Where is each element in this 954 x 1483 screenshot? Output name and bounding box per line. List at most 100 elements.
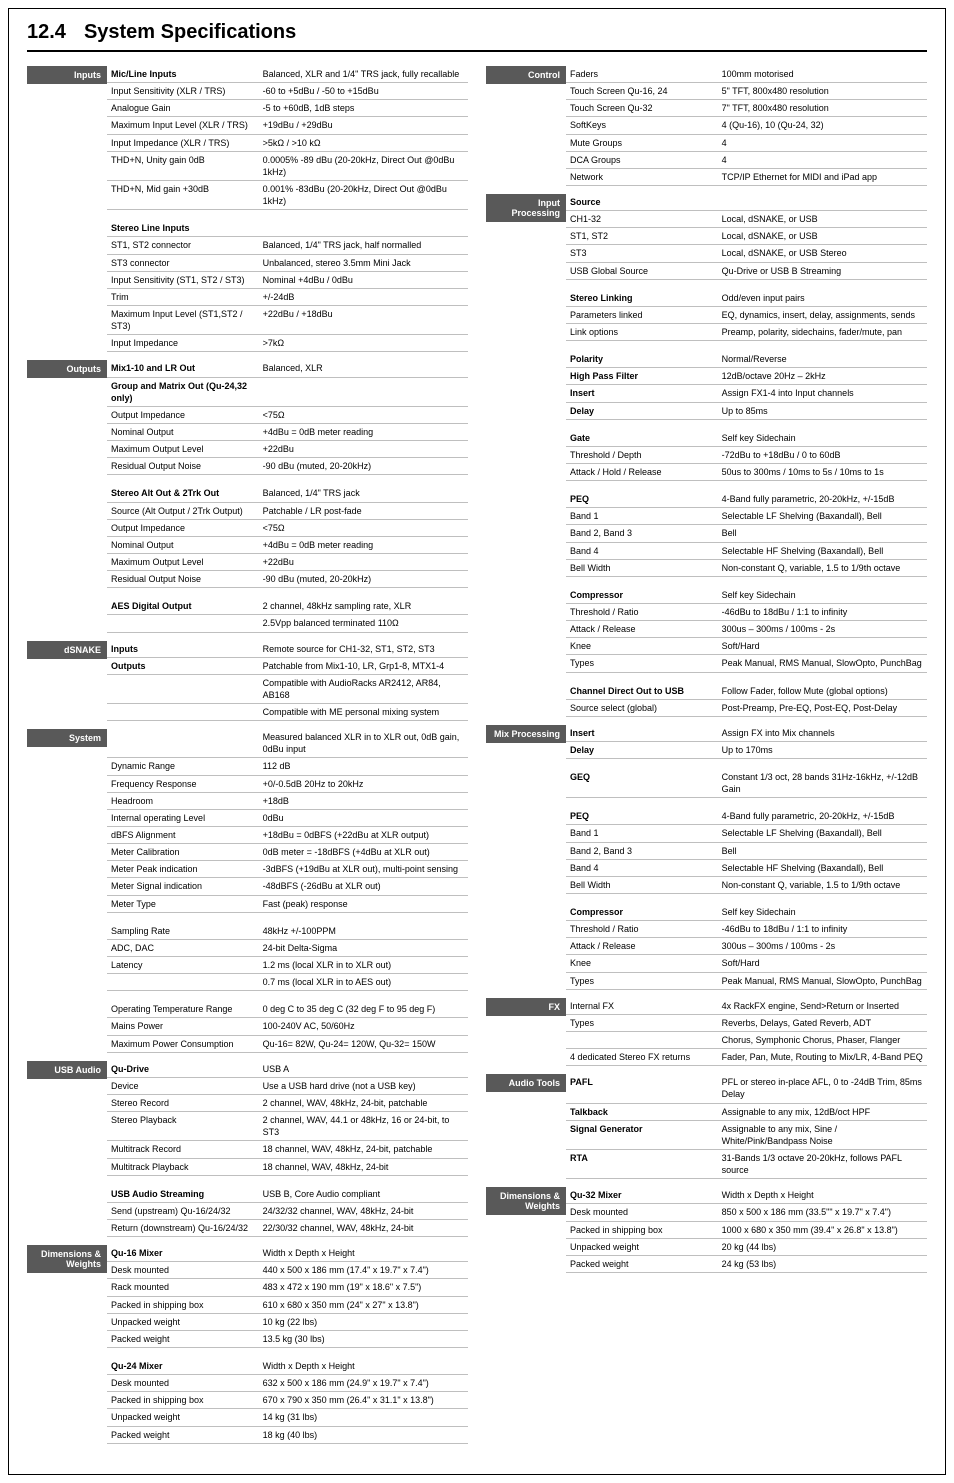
spec-value: 0dB meter = -18dBFS (+4dBu at XLR out): [259, 844, 468, 861]
spec-value: 31-Bands 1/3 octave 20-20kHz, follows PA…: [718, 1150, 927, 1179]
spec-row: TypesPeak Manual, RMS Manual, SlowOpto, …: [566, 655, 927, 672]
spec-row: Packed in shipping box610 x 680 x 350 mm…: [107, 1296, 468, 1313]
spec-row: Input Impedance (XLR / TRS)>5kΩ / >10 kΩ: [107, 134, 468, 151]
spec-value: 4: [718, 151, 927, 168]
spec-row: Band 4Selectable HF Shelving (Baxandall)…: [566, 542, 927, 559]
spec-row: Output Impedance<75Ω: [107, 519, 468, 536]
spec-row: Threshold / Ratio-46dBu to 18dBu / 1:1 t…: [566, 603, 927, 620]
spec-row: Packed weight24 kg (53 lbs): [566, 1255, 927, 1272]
spec-key: Rack mounted: [107, 1279, 259, 1296]
spec-row: Attack / Release300us – 300ms / 100ms - …: [566, 938, 927, 955]
spec-key: ST3: [566, 245, 718, 262]
spec-section: System Measured balanced XLR in to XLR ou…: [27, 729, 468, 1053]
spec-key: GEQ: [566, 769, 718, 798]
spec-section: Mix ProcessingInsertAssign FX into Mix c…: [486, 725, 927, 990]
section-body: Faders100mm motorisedTouch Screen Qu-16,…: [566, 66, 927, 186]
spec-key: Insert: [566, 725, 718, 742]
spec-key: ADC, DAC: [107, 939, 259, 956]
spec-key: Nominal Output: [107, 423, 259, 440]
section-number: 12.4: [27, 21, 66, 44]
spec-row: USB Audio StreamingUSB B, Core Audio com…: [107, 1186, 468, 1203]
spec-row: KneeSoft/Hard: [566, 955, 927, 972]
spec-value: -46dBu to 18dBu / 1:1 to infinity: [718, 921, 927, 938]
spec-value: 300us – 300ms / 100ms - 2s: [718, 621, 927, 638]
spec-key: Compressor: [566, 587, 718, 604]
spec-row: PolarityNormal/Reverse: [566, 351, 927, 368]
spec-key: Packed weight: [566, 1255, 718, 1272]
spec-key: ST1, ST2 connector: [107, 237, 259, 254]
spec-row: Band 1Selectable LF Shelving (Baxandall)…: [566, 508, 927, 525]
spec-row: Mains Power100-240V AC, 50/60Hz: [107, 1018, 468, 1035]
spec-row: Maximum Input Level (ST1,ST2 / ST3)+22dB…: [107, 305, 468, 334]
spec-key: Threshold / Ratio: [566, 603, 718, 620]
spec-row: Qu-16 MixerWidth x Depth x Height: [107, 1245, 468, 1262]
spec-key: Meter Peak indication: [107, 861, 259, 878]
spec-key: [107, 974, 259, 991]
spec-key: Talkback: [566, 1103, 718, 1120]
spec-row: Stereo Record2 channel, WAV, 48kHz, 24-b…: [107, 1095, 468, 1112]
spec-value: +19dBu / +29dBu: [259, 117, 468, 134]
spec-value: Post-Preamp, Pre-EQ, Post-EQ, Post-Delay: [718, 699, 927, 716]
spec-row: Source select (global)Post-Preamp, Pre-E…: [566, 699, 927, 716]
spec-value: Measured balanced XLR in to XLR out, 0dB…: [259, 729, 468, 758]
section-body: Measured balanced XLR in to XLR out, 0dB…: [107, 729, 468, 1053]
spec-row: ST3 connectorUnbalanced, stereo 3.5mm Mi…: [107, 254, 468, 271]
spec-value: 0.001% -83dBu (20-20kHz, Direct Out @0dB…: [259, 180, 468, 209]
spec-value: -46dBu to 18dBu / 1:1 to infinity: [718, 603, 927, 620]
spec-table: SourceCH1-32Local, dSNAKE, or USBST1, ST…: [566, 194, 927, 717]
spec-row: Stereo LinkingOdd/even input pairs: [566, 290, 927, 307]
spec-key: Source: [566, 194, 718, 211]
section-body: SourceCH1-32Local, dSNAKE, or USBST1, ST…: [566, 194, 927, 717]
spec-row: Input Sensitivity (ST1, ST2 / ST3)Nomina…: [107, 271, 468, 288]
section-label: Control: [486, 66, 566, 84]
spec-value: Balanced, XLR and 1/4" TRS jack, fully r…: [259, 66, 468, 83]
spec-row: GEQConstant 1/3 oct, 28 bands 31Hz-16kHz…: [566, 769, 927, 798]
spec-row: GateSelf key Sidechain: [566, 430, 927, 447]
section-label: System: [27, 729, 107, 747]
spec-value: Compatible with AudioRacks AR2412, AR84,…: [259, 674, 468, 703]
spec-key: Band 1: [566, 825, 718, 842]
spec-value: Follow Fader, follow Mute (global option…: [718, 683, 927, 700]
section-label: dSNAKE: [27, 641, 107, 659]
spec-key: Band 4: [566, 542, 718, 559]
spec-value: Soft/Hard: [718, 638, 927, 655]
spec-value: Assignable to any mix, Sine / White/Pink…: [718, 1120, 927, 1149]
spec-row: High Pass Filter12dB/octave 20Hz – 2kHz: [566, 368, 927, 385]
spec-key: Gate: [566, 430, 718, 447]
spec-row: Meter Signal indication-48dBFS (-26dBu a…: [107, 878, 468, 895]
spec-value: 1000 x 680 x 350 mm (39.4" x 26.8" x 13.…: [718, 1221, 927, 1238]
spec-row: KneeSoft/Hard: [566, 638, 927, 655]
spec-key: Maximum Output Level: [107, 553, 259, 570]
spec-value: 5" TFT, 800x480 resolution: [718, 83, 927, 100]
spec-value: Preamp, polarity, sidechains, fader/mute…: [718, 323, 927, 340]
spec-row: InputsRemote source for CH1-32, ST1, ST2…: [107, 641, 468, 658]
spec-row: NetworkTCP/IP Ethernet for MIDI and iPad…: [566, 168, 927, 185]
spec-value: +18dBu = 0dBFS (+22dBu at XLR output): [259, 827, 468, 844]
spec-value: +4dBu = 0dB meter reading: [259, 536, 468, 553]
spec-key: High Pass Filter: [566, 368, 718, 385]
spec-value: Reverbs, Delays, Gated Reverb, ADT: [718, 1014, 927, 1031]
section-body: PAFLPFL or stereo in-place AFL, 0 to -24…: [566, 1074, 927, 1179]
spec-value: Qu-16= 82W, Qu-24= 120W, Qu-32= 150W: [259, 1035, 468, 1052]
spec-value: 24/32/32 channel, WAV, 48kHz, 24-bit: [259, 1202, 468, 1219]
spec-value: 0.0005% -89 dBu (20-20kHz, Direct Out @0…: [259, 151, 468, 180]
spec-value: [718, 194, 927, 211]
spec-key: Qu-16 Mixer: [107, 1245, 259, 1262]
spec-value: Assign FX into Mix channels: [718, 725, 927, 742]
spec-key: Link options: [566, 323, 718, 340]
spec-table: InputsRemote source for CH1-32, ST1, ST2…: [107, 641, 468, 722]
section-label: Dimensions & Weights: [486, 1187, 566, 1215]
spec-value: Qu-Drive or USB B Streaming: [718, 262, 927, 279]
spec-key: Network: [566, 168, 718, 185]
section-label: Outputs: [27, 360, 107, 378]
spec-row: Source (Alt Output / 2Trk Output)Patchab…: [107, 502, 468, 519]
spec-row: ST1, ST2Local, dSNAKE, or USB: [566, 228, 927, 245]
spec-value: 1.2 ms (local XLR in to XLR out): [259, 957, 468, 974]
spec-row: Stereo Line Inputs: [107, 220, 468, 237]
spec-key: Attack / Release: [566, 938, 718, 955]
spec-key: Stereo Linking: [566, 290, 718, 307]
spec-value: +22dBu / +18dBu: [259, 305, 468, 334]
spec-key: Band 2, Band 3: [566, 525, 718, 542]
spec-row: Parameters linkedEQ, dynamics, insert, d…: [566, 306, 927, 323]
spec-table: InsertAssign FX into Mix channelsDelayUp…: [566, 725, 927, 990]
